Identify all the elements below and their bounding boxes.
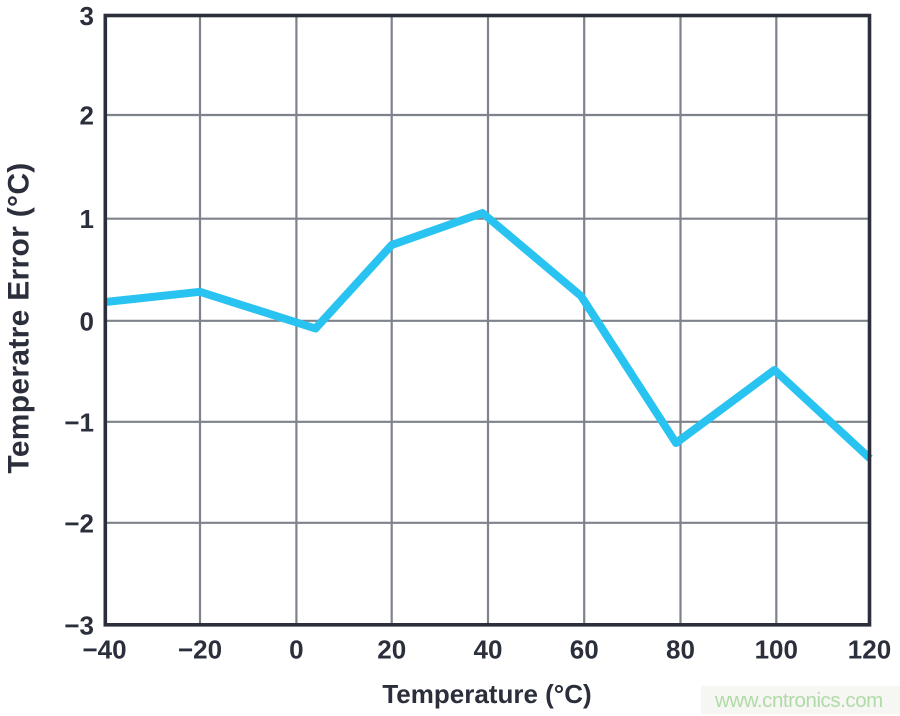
svg-text:−1: −1 [64, 407, 94, 437]
svg-text:1: 1 [80, 204, 94, 234]
svg-text:0: 0 [289, 635, 303, 665]
svg-text:80: 80 [666, 635, 695, 665]
svg-text:−40: −40 [82, 635, 126, 665]
svg-text:120: 120 [848, 635, 891, 665]
svg-text:Temperatre Error (°C): Temperatre Error (°C) [3, 162, 36, 473]
svg-text:40: 40 [474, 635, 503, 665]
svg-text:60: 60 [570, 635, 599, 665]
svg-text:3: 3 [80, 1, 94, 31]
svg-text:−20: −20 [178, 635, 222, 665]
svg-text:Temperature (°C): Temperature (°C) [382, 679, 591, 709]
svg-text:20: 20 [377, 635, 406, 665]
svg-text:−2: −2 [64, 508, 94, 538]
svg-text:0: 0 [80, 306, 94, 336]
svg-text:2: 2 [80, 101, 94, 131]
svg-text:−3: −3 [64, 610, 94, 640]
svg-text:www.cntronics.com: www.cntronics.com [714, 689, 883, 712]
svg-text:100: 100 [755, 635, 798, 665]
